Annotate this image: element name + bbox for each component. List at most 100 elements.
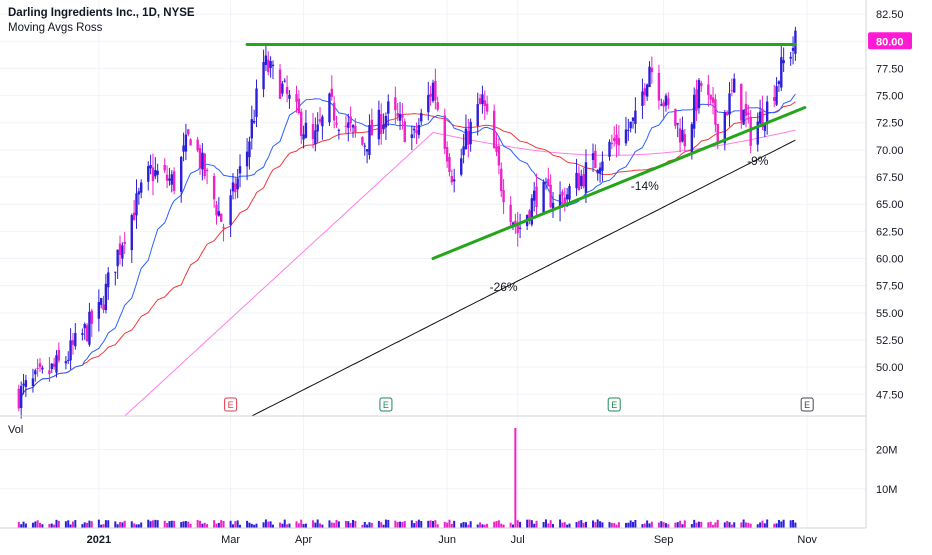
volume-bar xyxy=(709,521,712,528)
candle xyxy=(363,145,366,147)
candle xyxy=(55,355,58,373)
candle xyxy=(394,97,397,111)
volume-bar xyxy=(641,524,644,528)
volume-bar xyxy=(86,522,89,528)
earnings-marker[interactable]: E xyxy=(607,397,621,412)
candle xyxy=(591,153,595,161)
symbol-title[interactable]: Darling Ingredients Inc., 1D, NYSE xyxy=(8,7,195,19)
support-trendline[interactable] xyxy=(431,106,807,261)
candle xyxy=(278,69,282,99)
earnings-marker[interactable]: E xyxy=(800,397,814,412)
candle xyxy=(631,117,635,121)
volume-bar xyxy=(448,519,451,528)
volume-bar xyxy=(147,519,150,528)
candle xyxy=(48,370,51,375)
volume-bar xyxy=(643,523,646,528)
volume-bar xyxy=(693,519,696,528)
volume-bar xyxy=(213,520,216,528)
volume-bar xyxy=(137,524,140,528)
volume-bar xyxy=(253,524,256,528)
volume-bar xyxy=(528,519,531,528)
volume-bar xyxy=(749,523,752,528)
volume-bar xyxy=(561,522,564,528)
candle xyxy=(467,131,470,145)
volume-bar xyxy=(596,519,599,528)
volume-bar xyxy=(533,523,536,528)
candle xyxy=(532,190,536,201)
volume-bar xyxy=(222,521,225,528)
y-tick-label: 47.50 xyxy=(876,389,904,401)
candle xyxy=(598,167,602,174)
candle xyxy=(580,175,583,187)
candle xyxy=(182,145,185,152)
volume-bar xyxy=(163,520,166,528)
volume-bar xyxy=(384,519,387,528)
volume-bar xyxy=(552,524,555,528)
candle xyxy=(104,283,108,311)
volume-bar xyxy=(761,520,764,528)
volume-bar xyxy=(354,520,357,528)
candle xyxy=(577,173,581,191)
candle xyxy=(645,84,649,97)
candle xyxy=(34,370,37,375)
candle xyxy=(403,121,406,143)
candle xyxy=(114,271,117,273)
volume-bar xyxy=(575,522,578,528)
volume-bar xyxy=(730,524,733,528)
volume-bar xyxy=(559,519,562,528)
candle xyxy=(460,158,463,175)
volume-bar xyxy=(568,523,571,528)
candle xyxy=(662,102,665,107)
volume-bar xyxy=(420,520,423,528)
volume-bar xyxy=(180,522,183,528)
axes: 82.50 80.00 77.50 75.00 72.50 70.00 67.50 65.00… xyxy=(0,0,912,546)
candle xyxy=(41,367,44,370)
candle xyxy=(215,204,218,216)
candle xyxy=(551,202,555,209)
volume-bar xyxy=(467,524,470,528)
candle xyxy=(354,125,357,133)
candle xyxy=(415,130,418,134)
volume-bar xyxy=(107,520,110,528)
earnings-marker[interactable]: E xyxy=(379,397,393,412)
last-price-badge xyxy=(868,32,912,50)
volume-bar xyxy=(396,522,399,528)
candle xyxy=(196,139,199,151)
volume-bar xyxy=(657,522,660,528)
indicator-label[interactable]: Moving Avgs Ross xyxy=(8,22,103,34)
volume-bar xyxy=(519,521,522,528)
volume-bar xyxy=(370,522,373,528)
volume-bar xyxy=(196,520,199,528)
volume-bar xyxy=(41,524,44,528)
earnings-box xyxy=(607,397,621,412)
volume-bar xyxy=(549,520,552,528)
candle xyxy=(761,109,764,128)
volume-bar xyxy=(476,524,479,528)
candle xyxy=(212,175,216,200)
candle xyxy=(24,380,28,388)
volume-bar xyxy=(509,522,512,528)
earnings-marker[interactable]: E xyxy=(224,397,238,412)
volume-bar xyxy=(304,523,307,528)
ma-100-line xyxy=(124,129,796,417)
volume-bar xyxy=(81,524,84,528)
candle xyxy=(544,181,548,183)
volume-bar xyxy=(31,522,34,528)
volume-bar xyxy=(39,522,42,528)
candle xyxy=(464,128,468,150)
candle xyxy=(318,119,322,122)
candle xyxy=(50,363,53,370)
volume-bar xyxy=(542,522,545,528)
candle xyxy=(22,383,25,386)
earnings-box xyxy=(800,397,814,412)
volume-bar xyxy=(594,522,597,528)
candle xyxy=(615,134,618,145)
candle xyxy=(184,134,188,152)
volume-bar xyxy=(464,522,467,528)
volume-bar xyxy=(429,520,432,528)
candle xyxy=(601,161,604,171)
volume-bar xyxy=(90,521,93,528)
volume-bar xyxy=(714,522,717,528)
volume-bar xyxy=(71,521,74,528)
